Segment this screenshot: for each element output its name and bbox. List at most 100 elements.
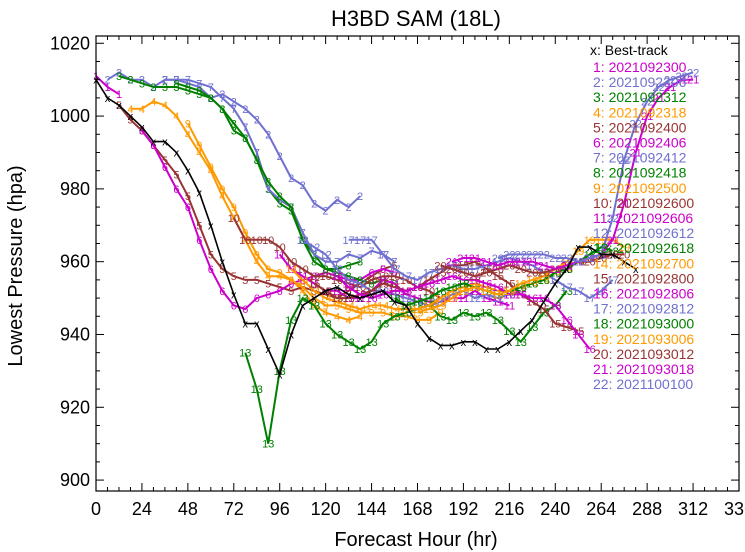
best-track-point: x (392, 297, 398, 309)
series-point-9: 9 (346, 304, 352, 316)
series-point-9: 9 (357, 308, 363, 320)
best-track-point: x (587, 242, 593, 254)
best-track-line (95, 79, 637, 377)
x-tick-label: 48 (178, 499, 198, 519)
series-point-16: 16 (388, 286, 400, 298)
series-point-6: 6 (369, 268, 375, 280)
series-point-2: 2 (346, 202, 352, 214)
best-track-point: x (139, 122, 145, 134)
legend-item: 6: 2021092406 (593, 135, 687, 151)
series-point-4: 4 (150, 97, 156, 109)
series-point-3: 3 (346, 260, 352, 272)
series-point-17: 17 (423, 268, 435, 280)
series-point-3: 3 (196, 89, 202, 101)
best-track-point: x (472, 337, 478, 349)
series-line-16 (336, 275, 591, 350)
best-track-point: x (174, 148, 180, 160)
series-point-3: 3 (162, 82, 168, 94)
legend-item: 21: 2021093018 (593, 361, 694, 377)
series-point-5: 5 (369, 271, 375, 283)
series-point-8: 8 (185, 82, 191, 94)
series-point-6: 6 (219, 286, 225, 298)
series-point-10: 10 (423, 286, 435, 298)
series-point-7: 7 (334, 257, 340, 269)
series-point-21: 21 (549, 264, 561, 276)
series-point-9: 9 (219, 184, 225, 196)
series-point-8: 8 (357, 275, 363, 287)
series-point-7: 7 (219, 93, 225, 105)
series-point-18: 18 (423, 293, 435, 305)
series-point-22: 22 (652, 82, 664, 94)
best-track-point: x (553, 279, 559, 291)
best-track-point: x (254, 319, 260, 331)
series-point-3: 3 (357, 257, 363, 269)
series-point-11: 11 (377, 275, 388, 287)
series-point-22: 22 (630, 118, 642, 130)
series-point-8: 8 (231, 118, 237, 130)
series-point-9: 9 (323, 300, 329, 312)
series-point-20: 20 (457, 268, 469, 280)
best-track-point: x (231, 289, 237, 301)
series-point-14: 14 (285, 264, 297, 276)
series-point-8: 8 (288, 202, 294, 214)
x-tick-label: 168 (402, 499, 432, 519)
series-point-4: 4 (162, 100, 168, 112)
series-point-11: 11 (297, 271, 308, 283)
series-line-22 (497, 71, 694, 263)
x-axis-label: Forecast Hour (hr) (334, 529, 497, 551)
series-point-3: 3 (277, 198, 283, 210)
x-tick-label: 264 (586, 499, 616, 519)
series-point-21: 21 (538, 260, 550, 272)
best-track-point: x (323, 286, 329, 298)
best-track-point: x (185, 166, 191, 178)
series-point-5: 5 (242, 275, 248, 287)
series-point-9: 9 (196, 140, 202, 152)
series-point-7: 7 (357, 253, 363, 265)
series-point-11: 11 (389, 279, 400, 291)
series-point-20: 20 (538, 268, 550, 280)
series-point-3: 3 (127, 75, 133, 87)
best-track-point: x (438, 340, 444, 352)
y-tick-label: 960 (60, 252, 90, 272)
series-point-6: 6 (185, 202, 191, 214)
series-point-5: 5 (288, 286, 294, 298)
legend-item: 12: 2021092612 (593, 225, 694, 241)
legend-item: 16: 2021092806 (593, 286, 694, 302)
series-point-13: 13 (251, 384, 263, 396)
x-tick-label: 216 (494, 499, 524, 519)
series-point-5: 5 (185, 191, 191, 203)
series-point-17: 17 (607, 275, 619, 287)
series-point-21: 21 (492, 260, 504, 272)
legend-item: 13: 2021092618 (593, 240, 694, 256)
series-point-13: 13 (342, 337, 354, 349)
best-track-point: x (633, 264, 639, 276)
series-point-7: 7 (196, 78, 202, 90)
series-point-21: 21 (457, 253, 469, 265)
series-point-11: 11 (400, 289, 411, 301)
series-point-13: 13 (308, 300, 320, 312)
series-point-15: 15 (377, 279, 389, 291)
series-point-1: 1 (116, 89, 122, 101)
series-point-4: 4 (127, 104, 133, 116)
series-point-4: 4 (196, 148, 202, 160)
best-track-point: x (288, 330, 294, 342)
series-point-13: 13 (457, 308, 469, 320)
series-point-9: 9 (242, 228, 248, 240)
series-point-6: 6 (277, 286, 283, 298)
series-point-3: 3 (150, 82, 156, 94)
series-point-19: 19 (457, 286, 469, 298)
series-point-21: 21 (515, 257, 527, 269)
best-track-point: x (369, 289, 375, 301)
series-line-13 (244, 290, 568, 444)
series-point-22: 22 (538, 249, 550, 261)
series-point-14: 14 (411, 304, 423, 316)
series-point-21: 21 (526, 257, 538, 269)
series-point-8: 8 (346, 271, 352, 283)
series-point-7: 7 (265, 184, 271, 196)
series-point-7: 7 (391, 257, 397, 269)
series-point-19: 19 (480, 286, 492, 298)
series-point-18: 18 (446, 282, 458, 294)
best-track-point: x (151, 137, 157, 149)
series-point-2: 2 (185, 78, 191, 90)
